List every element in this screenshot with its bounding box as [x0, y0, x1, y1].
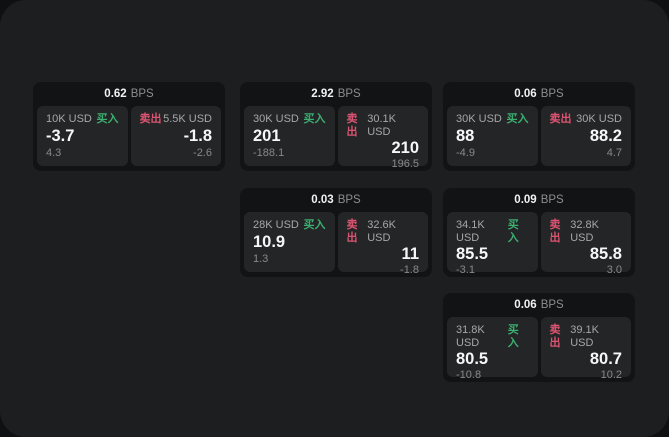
buy-tile[interactable]: 30K USD 买入 88 -4.9	[447, 106, 538, 166]
bps-value: 0.09	[514, 194, 537, 206]
sell-tile[interactable]: 卖出 39.1K USD 80.7 10.2	[540, 317, 631, 381]
bps-value: 2.92	[311, 88, 334, 100]
quote-card-1: 0.62 BPS 10K USD 买入 -3.7 4.3 卖出 5.5K USD…	[33, 82, 225, 171]
bps-header: 0.09 BPS	[443, 188, 635, 212]
buy-side-label: 买入	[507, 219, 519, 244]
quote-card-3: 0.06 BPS 30K USD 买入 88 -4.9 卖出 30K USD 8…	[443, 82, 635, 171]
sell-side-label: 卖出	[139, 113, 162, 125]
sell-side-label: 卖出	[346, 113, 358, 138]
bps-value: 0.03	[311, 194, 334, 206]
bps-unit-label: BPS	[540, 88, 564, 100]
buy-side-label: 买入	[506, 113, 529, 125]
quote-card-5: 0.09 BPS 34.1K USD 买入 85.5 -3.1 卖出 32.8K…	[443, 188, 635, 277]
bps-header: 0.06 BPS	[443, 293, 635, 317]
sell-delta: 196.5	[391, 158, 419, 170]
sell-price: 11	[401, 245, 419, 263]
bps-value: 0.06	[514, 299, 537, 311]
buy-side-label: 买入	[96, 113, 119, 125]
bps-header: 0.62 BPS	[33, 82, 225, 106]
buy-delta: 1.3	[253, 253, 269, 265]
bps-unit-label: BPS	[337, 194, 361, 206]
quote-card-4: 0.03 BPS 28K USD 买入 10.9 1.3 卖出 32.6K US…	[240, 188, 432, 277]
sell-delta: -2.6	[193, 147, 212, 159]
sell-size-label: 39.1K USD	[570, 324, 599, 349]
bps-unit-label: BPS	[540, 194, 564, 206]
quote-card-6: 0.06 BPS 31.8K USD 买入 80.5 -10.8 卖出 39.1…	[443, 293, 635, 382]
buy-size-label: 31.8K USD	[456, 324, 485, 349]
sell-size-label: 30K USD	[576, 113, 622, 125]
sell-side-label: 卖出	[549, 324, 561, 349]
sell-price: 80.7	[589, 350, 622, 368]
buy-size-label: 30K USD	[253, 113, 299, 125]
bps-unit-label: BPS	[130, 88, 154, 100]
sell-side-label: 卖出	[346, 219, 358, 244]
buy-size-label: 34.1K USD	[456, 219, 485, 244]
buy-price: -3.7	[46, 127, 75, 145]
sell-side-label: 卖出	[549, 113, 572, 125]
sell-side-label: 卖出	[549, 219, 561, 244]
buy-tile[interactable]: 34.1K USD 买入 85.5 -3.1	[447, 212, 538, 276]
sell-delta: 3.0	[606, 264, 622, 276]
sell-tile[interactable]: 卖出 32.6K USD 11 -1.8	[337, 212, 428, 276]
buy-size-label: 28K USD	[253, 219, 299, 231]
buy-tile[interactable]: 28K USD 买入 10.9 1.3	[244, 212, 335, 272]
buy-size-label: 30K USD	[456, 113, 502, 125]
sell-delta: 4.7	[606, 147, 622, 159]
buy-delta: -4.9	[456, 147, 475, 159]
buy-price: 10.9	[253, 233, 286, 251]
buy-size-label: 10K USD	[46, 113, 92, 125]
bps-header: 0.06 BPS	[443, 82, 635, 106]
bps-unit-label: BPS	[337, 88, 361, 100]
sell-price: 210	[391, 139, 419, 157]
buy-tile[interactable]: 30K USD 买入 201 -188.1	[244, 106, 335, 166]
sell-delta: -1.8	[400, 264, 419, 276]
quote-card-2: 2.92 BPS 30K USD 买入 201 -188.1 卖出 30.1K …	[240, 82, 432, 171]
bps-unit-label: BPS	[540, 299, 564, 311]
buy-price: 80.5	[456, 350, 489, 368]
sell-price: 88.2	[589, 127, 622, 145]
buy-tile[interactable]: 10K USD 买入 -3.7 4.3	[37, 106, 128, 166]
bps-header: 0.03 BPS	[240, 188, 432, 212]
sell-price: 85.8	[589, 245, 622, 263]
sell-price: -1.8	[183, 127, 212, 145]
buy-delta: -10.8	[456, 369, 482, 381]
sell-delta: 10.2	[600, 369, 622, 381]
sell-tile[interactable]: 卖出 5.5K USD -1.8 -2.6	[130, 106, 221, 166]
sell-size-label: 5.5K USD	[163, 113, 212, 125]
sell-size-label: 32.8K USD	[570, 219, 599, 244]
sell-size-label: 32.6K USD	[367, 219, 396, 244]
buy-side-label: 买入	[303, 113, 326, 125]
buy-price: 88	[456, 127, 475, 145]
buy-side-label: 买入	[303, 219, 326, 231]
buy-tile[interactable]: 31.8K USD 买入 80.5 -10.8	[447, 317, 538, 381]
sell-tile[interactable]: 卖出 32.8K USD 85.8 3.0	[540, 212, 631, 276]
sell-tile[interactable]: 卖出 30.1K USD 210 196.5	[337, 106, 428, 170]
sell-size-label: 30.1K USD	[367, 113, 396, 138]
buy-delta: -3.1	[456, 264, 475, 276]
buy-side-label: 买入	[507, 324, 519, 349]
buy-delta: -188.1	[253, 147, 285, 159]
sell-tile[interactable]: 卖出 30K USD 88.2 4.7	[540, 106, 631, 166]
buy-delta: 4.3	[46, 147, 62, 159]
bps-value: 0.06	[514, 88, 537, 100]
bps-value: 0.62	[104, 88, 127, 100]
buy-price: 201	[253, 127, 281, 145]
bps-header: 2.92 BPS	[240, 82, 432, 106]
buy-price: 85.5	[456, 245, 489, 263]
